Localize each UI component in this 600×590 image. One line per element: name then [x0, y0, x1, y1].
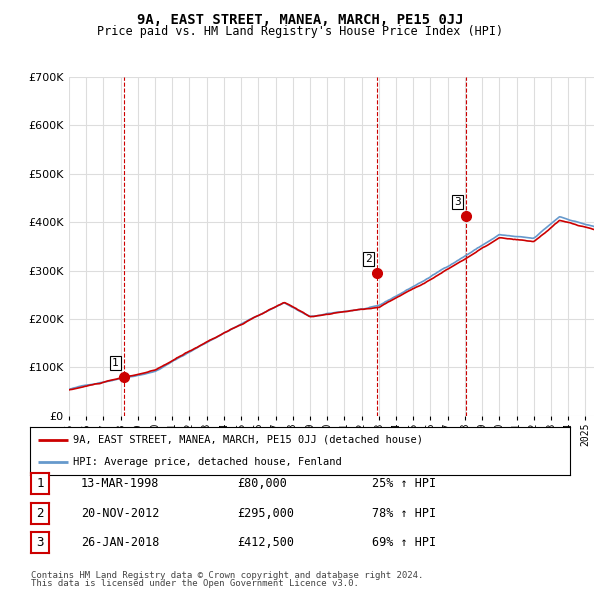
Text: £80,000: £80,000 [237, 477, 287, 490]
Text: HPI: Average price, detached house, Fenland: HPI: Average price, detached house, Fenl… [73, 457, 342, 467]
Text: 13-MAR-1998: 13-MAR-1998 [81, 477, 160, 490]
Text: Contains HM Land Registry data © Crown copyright and database right 2024.: Contains HM Land Registry data © Crown c… [31, 571, 424, 580]
Text: 1: 1 [37, 477, 44, 490]
Text: £295,000: £295,000 [237, 507, 294, 520]
Text: 26-JAN-2018: 26-JAN-2018 [81, 536, 160, 549]
Text: 9A, EAST STREET, MANEA, MARCH, PE15 0JJ (detached house): 9A, EAST STREET, MANEA, MARCH, PE15 0JJ … [73, 435, 423, 445]
Text: 25% ↑ HPI: 25% ↑ HPI [372, 477, 436, 490]
Text: 78% ↑ HPI: 78% ↑ HPI [372, 507, 436, 520]
Text: 9A, EAST STREET, MANEA, MARCH, PE15 0JJ: 9A, EAST STREET, MANEA, MARCH, PE15 0JJ [137, 13, 463, 27]
Text: 2: 2 [365, 254, 372, 264]
Text: £412,500: £412,500 [237, 536, 294, 549]
Text: 3: 3 [454, 197, 461, 207]
Text: 3: 3 [37, 536, 44, 549]
Text: Price paid vs. HM Land Registry's House Price Index (HPI): Price paid vs. HM Land Registry's House … [97, 25, 503, 38]
Text: 2: 2 [37, 507, 44, 520]
Text: 1: 1 [112, 359, 119, 368]
Text: 20-NOV-2012: 20-NOV-2012 [81, 507, 160, 520]
Text: 69% ↑ HPI: 69% ↑ HPI [372, 536, 436, 549]
Text: This data is licensed under the Open Government Licence v3.0.: This data is licensed under the Open Gov… [31, 579, 359, 588]
